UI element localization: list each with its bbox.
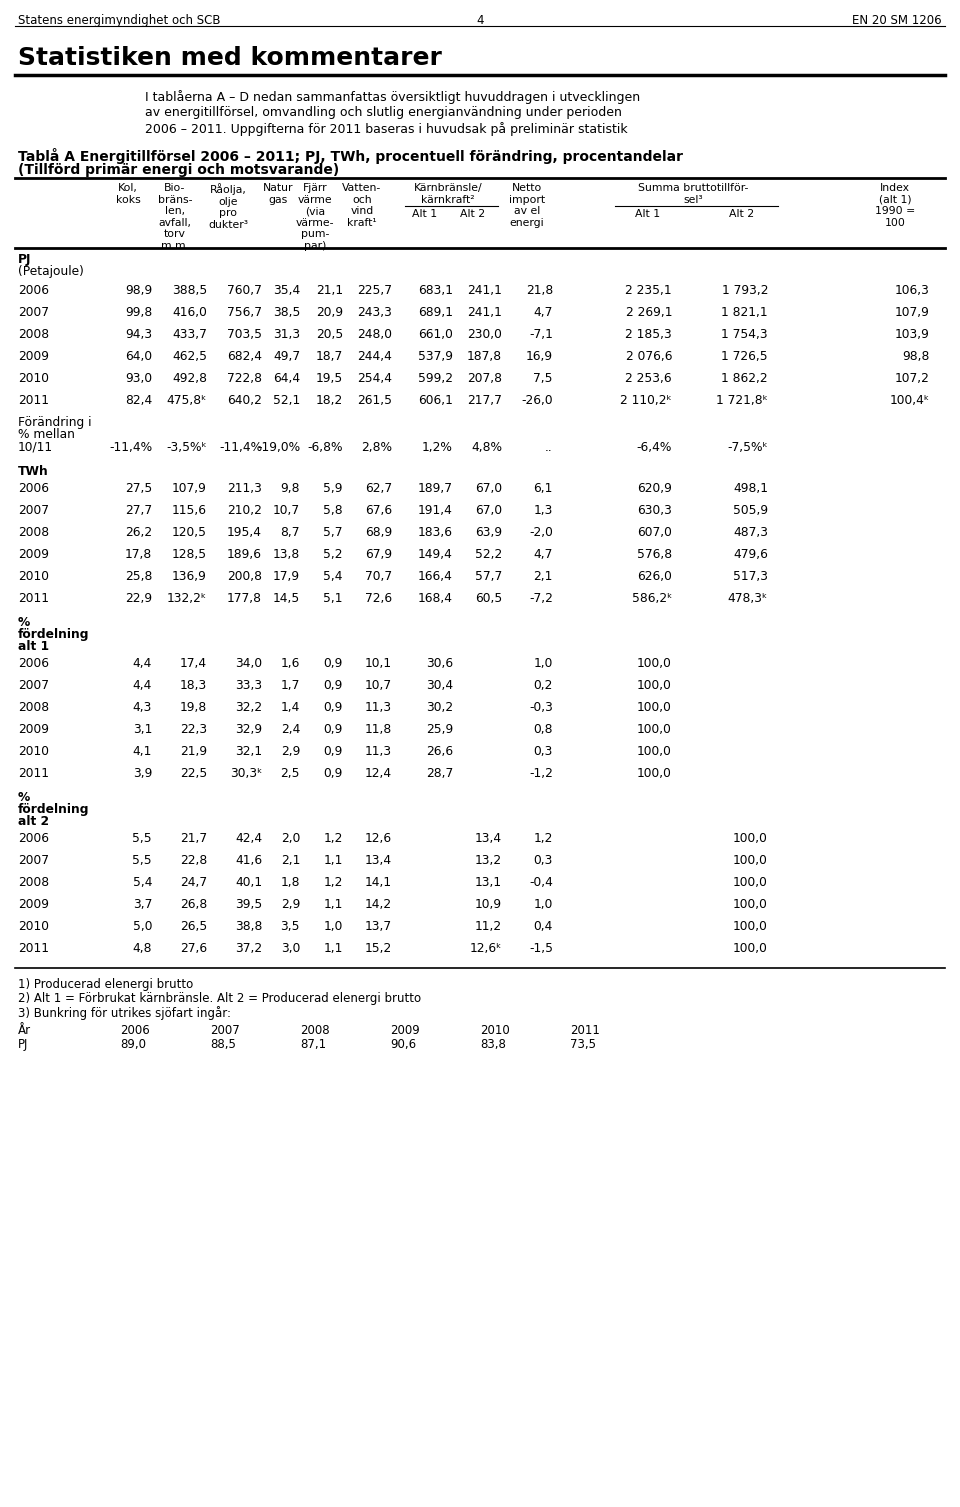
Text: 89,0: 89,0 xyxy=(120,1038,146,1050)
Text: -6,8%: -6,8% xyxy=(307,442,343,454)
Text: 32,1: 32,1 xyxy=(235,744,262,758)
Text: 2 110,2ᵏ: 2 110,2ᵏ xyxy=(620,393,672,407)
Text: 243,3: 243,3 xyxy=(357,306,392,319)
Text: 52,1: 52,1 xyxy=(273,393,300,407)
Text: 2008: 2008 xyxy=(18,329,49,341)
Text: 2009: 2009 xyxy=(390,1023,420,1037)
Text: 177,8: 177,8 xyxy=(227,592,262,604)
Text: 128,5: 128,5 xyxy=(172,549,207,561)
Text: 1,8: 1,8 xyxy=(280,876,300,889)
Text: %: % xyxy=(18,616,31,628)
Text: 17,9: 17,9 xyxy=(273,570,300,583)
Text: 0,8: 0,8 xyxy=(534,723,553,735)
Text: 100,0: 100,0 xyxy=(733,942,768,955)
Text: %: % xyxy=(18,791,31,805)
Text: 4,7: 4,7 xyxy=(534,306,553,319)
Text: % mellan: % mellan xyxy=(18,428,75,442)
Text: 1,6: 1,6 xyxy=(280,657,300,671)
Text: 5,5: 5,5 xyxy=(132,854,152,867)
Text: 98,9: 98,9 xyxy=(125,283,152,297)
Text: 73,5: 73,5 xyxy=(570,1038,596,1050)
Text: 517,3: 517,3 xyxy=(733,570,768,583)
Text: 760,7: 760,7 xyxy=(228,283,262,297)
Text: 689,1: 689,1 xyxy=(418,306,453,319)
Text: 149,4: 149,4 xyxy=(419,549,453,561)
Text: 166,4: 166,4 xyxy=(419,570,453,583)
Text: 100,4ᵏ: 100,4ᵏ xyxy=(890,393,930,407)
Text: 2,5: 2,5 xyxy=(280,767,300,781)
Text: 1 793,2: 1 793,2 xyxy=(722,283,768,297)
Text: 115,6: 115,6 xyxy=(172,503,207,517)
Text: 1,4: 1,4 xyxy=(280,701,300,714)
Text: 64,0: 64,0 xyxy=(125,350,152,363)
Text: 67,0: 67,0 xyxy=(475,503,502,517)
Text: -2,0: -2,0 xyxy=(529,526,553,540)
Text: 2,8%: 2,8% xyxy=(361,442,392,454)
Text: 1,1: 1,1 xyxy=(324,854,343,867)
Text: 17,4: 17,4 xyxy=(180,657,207,671)
Text: 492,8: 492,8 xyxy=(172,372,207,384)
Text: Statistiken med kommentarer: Statistiken med kommentarer xyxy=(18,47,442,69)
Text: 22,5: 22,5 xyxy=(180,767,207,781)
Text: 5,4: 5,4 xyxy=(324,570,343,583)
Text: 2007: 2007 xyxy=(18,680,49,692)
Text: 225,7: 225,7 xyxy=(357,283,392,297)
Text: -11,4%: -11,4% xyxy=(108,442,152,454)
Text: 683,1: 683,1 xyxy=(418,283,453,297)
Text: 2007: 2007 xyxy=(18,854,49,867)
Text: 478,3ᵏ: 478,3ᵏ xyxy=(728,592,768,604)
Text: 28,7: 28,7 xyxy=(425,767,453,781)
Text: 0,2: 0,2 xyxy=(534,680,553,692)
Text: 217,7: 217,7 xyxy=(468,393,502,407)
Text: 4,4: 4,4 xyxy=(132,680,152,692)
Text: 756,7: 756,7 xyxy=(227,306,262,319)
Text: 13,4: 13,4 xyxy=(365,854,392,867)
Text: 12,6: 12,6 xyxy=(365,832,392,845)
Text: 3) Bunkring för utrikes sjöfart ingår:: 3) Bunkring för utrikes sjöfart ingår: xyxy=(18,1007,231,1020)
Text: 93,0: 93,0 xyxy=(125,372,152,384)
Text: 83,8: 83,8 xyxy=(480,1038,506,1050)
Text: 120,5: 120,5 xyxy=(172,526,207,540)
Text: 17,8: 17,8 xyxy=(125,549,152,561)
Text: -6,4%: -6,4% xyxy=(636,442,672,454)
Text: 20,9: 20,9 xyxy=(316,306,343,319)
Text: 68,9: 68,9 xyxy=(365,526,392,540)
Text: 10,7: 10,7 xyxy=(273,503,300,517)
Text: 3,5: 3,5 xyxy=(280,919,300,933)
Text: 100,0: 100,0 xyxy=(637,657,672,671)
Text: Index
(alt 1)
1990 =
100: Index (alt 1) 1990 = 100 xyxy=(875,182,915,228)
Text: 487,3: 487,3 xyxy=(733,526,768,540)
Text: 254,4: 254,4 xyxy=(357,372,392,384)
Text: 1 862,2: 1 862,2 xyxy=(721,372,768,384)
Text: 62,7: 62,7 xyxy=(365,482,392,494)
Text: 1 754,3: 1 754,3 xyxy=(721,329,768,341)
Text: 211,3: 211,3 xyxy=(228,482,262,494)
Text: 0,9: 0,9 xyxy=(324,744,343,758)
Text: -26,0: -26,0 xyxy=(521,393,553,407)
Text: 5,0: 5,0 xyxy=(132,919,152,933)
Text: Alt 1: Alt 1 xyxy=(413,209,438,219)
Text: 7,5: 7,5 xyxy=(534,372,553,384)
Text: 21,9: 21,9 xyxy=(180,744,207,758)
Text: 626,0: 626,0 xyxy=(637,570,672,583)
Text: 24,7: 24,7 xyxy=(180,876,207,889)
Text: -1,2: -1,2 xyxy=(529,767,553,781)
Text: 100,0: 100,0 xyxy=(733,832,768,845)
Text: 13,7: 13,7 xyxy=(365,919,392,933)
Text: 261,5: 261,5 xyxy=(357,393,392,407)
Text: 38,8: 38,8 xyxy=(234,919,262,933)
Text: 70,7: 70,7 xyxy=(365,570,392,583)
Text: 2,1: 2,1 xyxy=(280,854,300,867)
Text: 2) Alt 1 = Förbrukat kärnbränsle. Alt 2 = Producerad elenergi brutto: 2) Alt 1 = Förbrukat kärnbränsle. Alt 2 … xyxy=(18,992,421,1005)
Text: 4,3: 4,3 xyxy=(132,701,152,714)
Text: 2006: 2006 xyxy=(18,657,49,671)
Text: 98,8: 98,8 xyxy=(902,350,930,363)
Text: 100,0: 100,0 xyxy=(637,767,672,781)
Text: 1,2: 1,2 xyxy=(324,876,343,889)
Text: 433,7: 433,7 xyxy=(172,329,207,341)
Text: 60,5: 60,5 xyxy=(475,592,502,604)
Text: 11,3: 11,3 xyxy=(365,701,392,714)
Text: 191,4: 191,4 xyxy=(419,503,453,517)
Text: 11,2: 11,2 xyxy=(475,919,502,933)
Text: 30,4: 30,4 xyxy=(426,680,453,692)
